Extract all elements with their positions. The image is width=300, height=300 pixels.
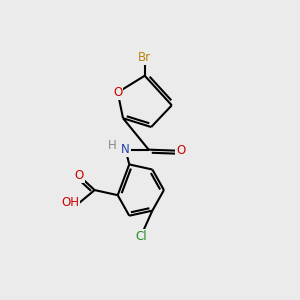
Text: Br: Br — [138, 51, 151, 64]
Text: O: O — [113, 86, 122, 99]
Text: Cl: Cl — [135, 230, 147, 243]
Text: O: O — [176, 144, 185, 157]
Text: H: H — [108, 139, 116, 152]
Text: OH: OH — [61, 196, 80, 209]
Text: O: O — [75, 169, 84, 182]
Text: N: N — [121, 143, 130, 156]
